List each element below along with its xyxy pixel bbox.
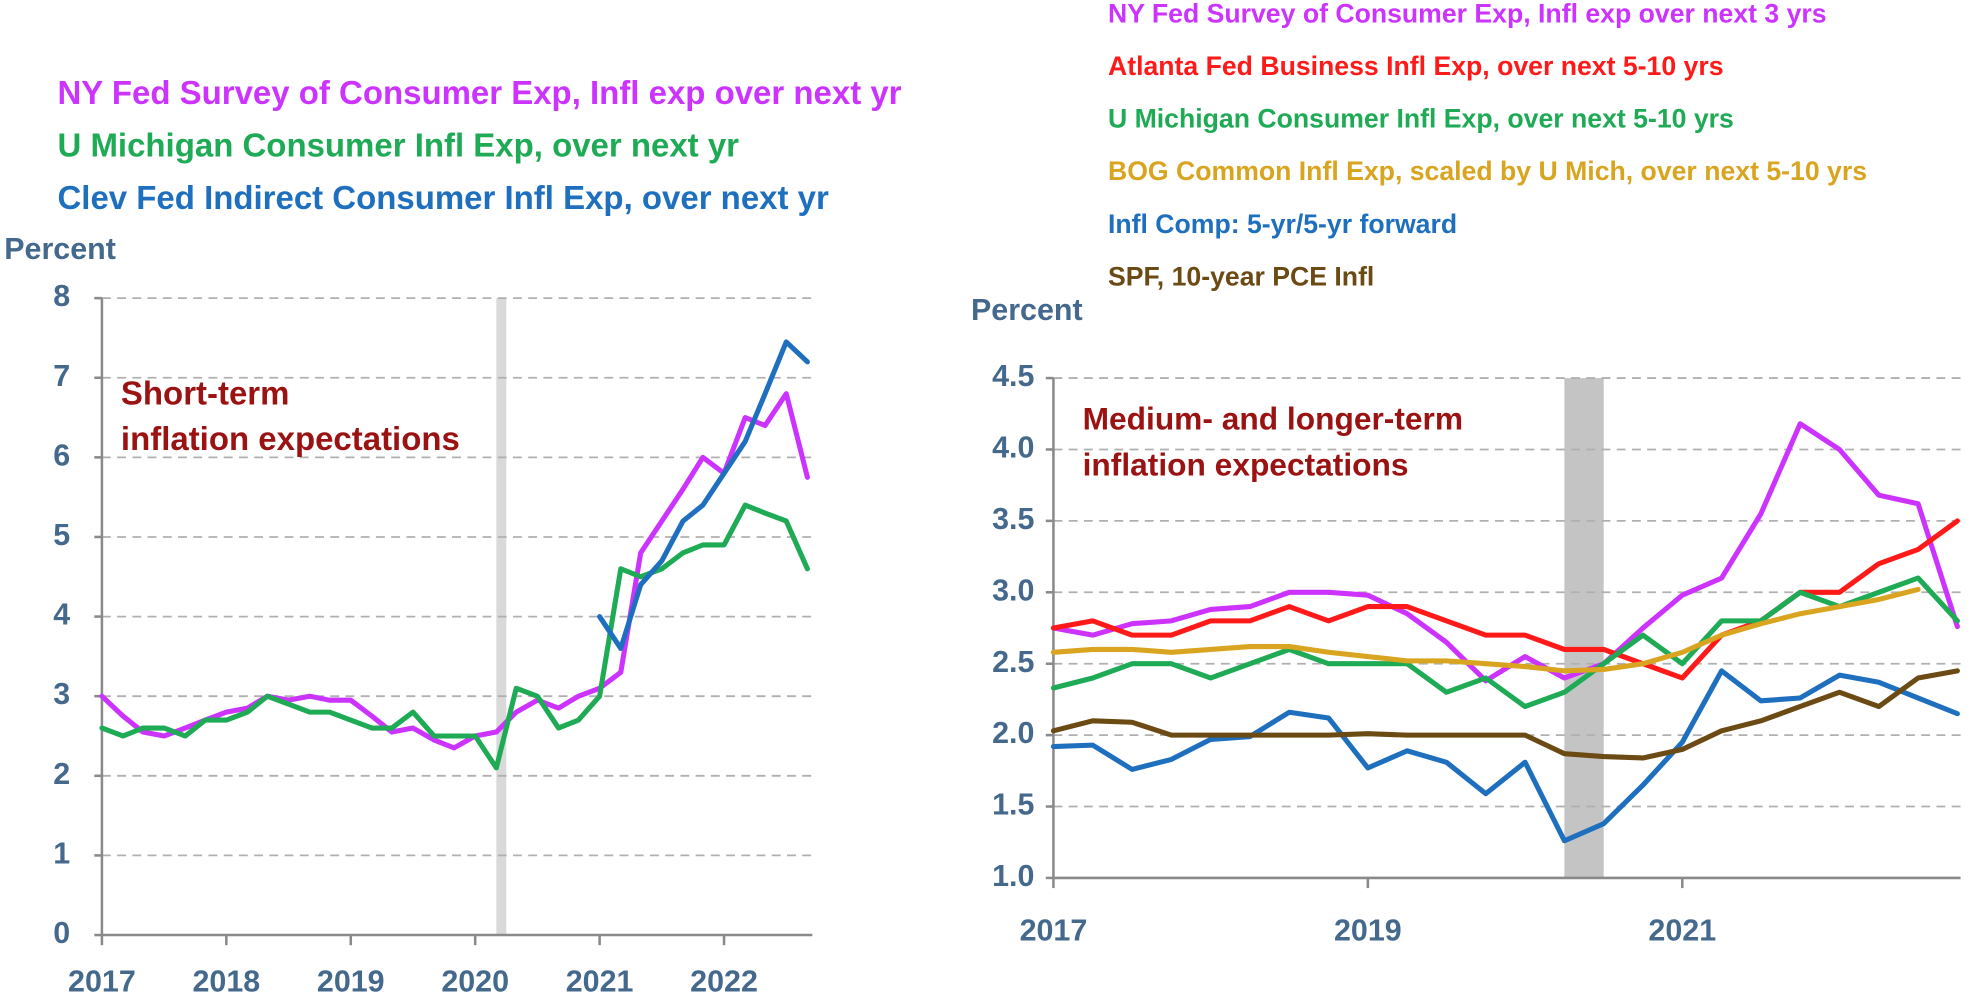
series-line	[1050, 421, 1960, 684]
legend-entry: NY Fed Survey of Consumer Exp, Infl exp …	[1108, 0, 1827, 28]
y-axis-label: Percent	[971, 293, 1083, 327]
x-tick-label: 2022	[690, 964, 758, 998]
annotation: inflation expectations	[121, 420, 460, 457]
y-axis-label: Percent	[4, 232, 116, 266]
x-tick-label: 2017	[1020, 914, 1088, 948]
y-tick-label: 1	[53, 836, 70, 870]
y-tick-label: 4.5	[992, 359, 1034, 393]
y-tick-label: 1.0	[992, 859, 1034, 893]
x-tick-label: 2017	[68, 964, 136, 998]
annotation: inflation expectations	[1083, 446, 1409, 482]
legend-entry: SPF, 10-year PCE Infl	[1108, 262, 1374, 292]
y-tick-label: 7	[53, 359, 70, 393]
recession-shade	[1564, 378, 1604, 878]
y-tick-label: 3	[53, 677, 70, 711]
y-tick-label: 4	[53, 598, 70, 632]
series-line	[1050, 575, 1960, 710]
y-tick-label: 3.5	[992, 502, 1034, 536]
x-tick-label: 2020	[441, 964, 509, 998]
legend-entry: NY Fed Survey of Consumer Exp, Infl exp …	[58, 74, 902, 111]
x-tick-label: 2018	[192, 964, 260, 998]
series-line	[1050, 586, 1921, 674]
x-tick-label: 2019	[1334, 914, 1402, 948]
y-tick-label: 5	[53, 518, 70, 552]
y-tick-label: 0	[53, 916, 70, 950]
annotation: Short-term	[121, 375, 290, 412]
series-line	[99, 502, 810, 771]
annotation: Medium- and longer-term	[1083, 401, 1463, 437]
legend-entry: U Michigan Consumer Infl Exp, over next …	[58, 127, 740, 164]
y-tick-label: 2.0	[992, 716, 1034, 750]
series-line	[1050, 668, 1960, 761]
y-tick-label: 2.5	[992, 645, 1034, 679]
series-line	[597, 339, 810, 651]
y-tick-label: 4.0	[992, 431, 1034, 465]
y-tick-label: 8	[53, 279, 70, 313]
y-tick-label: 1.5	[992, 788, 1034, 822]
series-line	[99, 391, 810, 751]
series-line	[1050, 668, 1960, 844]
x-tick-label: 2021	[1648, 914, 1716, 948]
legend-entry: Infl Comp: 5-yr/5-yr forward	[1108, 209, 1457, 239]
legend-entry: U Michigan Consumer Infl Exp, over next …	[1108, 104, 1734, 134]
legend-entry: BOG Common Infl Exp, scaled by U Mich, o…	[1108, 156, 1867, 186]
legend-entry: Atlanta Fed Business Infl Exp, over next…	[1108, 51, 1724, 81]
x-tick-label: 2021	[566, 964, 634, 998]
y-tick-label: 6	[53, 438, 70, 472]
y-tick-label: 3.0	[992, 573, 1034, 607]
y-tick-label: 2	[53, 757, 70, 791]
legend-entry: Clev Fed Indirect Consumer Infl Exp, ove…	[58, 179, 829, 216]
x-tick-label: 2019	[317, 964, 385, 998]
